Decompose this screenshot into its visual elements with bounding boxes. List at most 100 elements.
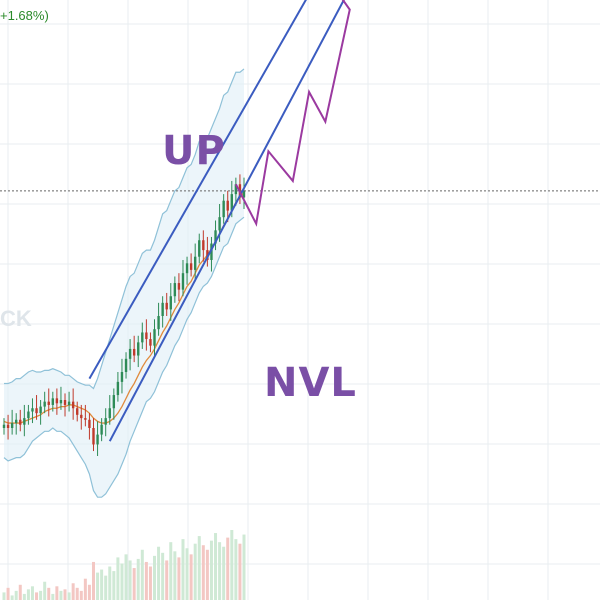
- candle-body: [157, 316, 160, 330]
- volume-bar: [30, 586, 34, 600]
- volume-bar: [2, 592, 6, 600]
- volume-bar: [201, 545, 205, 600]
- volume-bar: [51, 593, 55, 600]
- price-change: +1.68%): [0, 8, 49, 23]
- candle-body: [59, 400, 63, 404]
- candle-body: [132, 348, 136, 356]
- candle-body: [84, 418, 87, 420]
- watermark: CK: [0, 306, 32, 331]
- candle-body: [47, 401, 50, 405]
- candle-body: [35, 408, 38, 414]
- candle-body: [189, 263, 193, 270]
- volume-bar: [242, 534, 246, 600]
- candle-body: [55, 398, 59, 404]
- candle-body: [31, 408, 34, 412]
- volume-bar: [238, 543, 242, 600]
- volume-bar: [222, 546, 226, 600]
- volume-bar: [14, 590, 18, 600]
- candle-body: [80, 414, 83, 419]
- band-lower-line: [3, 216, 245, 498]
- volume-bar: [185, 548, 189, 600]
- volume-bar: [214, 533, 218, 600]
- volume-bar: [22, 593, 26, 600]
- candle-body: [214, 230, 217, 244]
- candle-body: [2, 424, 6, 428]
- candle-body: [10, 423, 14, 428]
- candle-body: [63, 400, 67, 405]
- volume-bars: [2, 530, 246, 600]
- channel-lower-line: [108, 0, 345, 442]
- ma-line: [3, 192, 245, 424]
- candle-body: [193, 256, 197, 270]
- volume-bar: [116, 557, 120, 600]
- candle-body: [218, 217, 221, 231]
- volume-bar: [87, 584, 91, 600]
- candle-body: [202, 240, 205, 251]
- volume-bar: [157, 546, 161, 600]
- volume-bar: [47, 587, 51, 600]
- zigzag-arrow: [234, 0, 351, 227]
- volume-bar: [83, 578, 87, 600]
- candle-body: [71, 401, 75, 409]
- candle-body: [96, 434, 99, 445]
- volume-bar: [75, 587, 79, 600]
- volume-bar: [108, 566, 112, 600]
- volume-bar: [144, 561, 148, 600]
- volume-bar: [100, 569, 104, 600]
- volume-bar: [120, 563, 124, 600]
- candle-body: [137, 342, 140, 356]
- candle-body: [230, 194, 233, 211]
- candle-body: [153, 329, 156, 346]
- candle-body: [108, 408, 111, 419]
- candle-body: [15, 419, 18, 424]
- volume-bar: [148, 566, 152, 600]
- candle-body: [76, 408, 79, 415]
- candle-body: [234, 184, 238, 195]
- candle-body: [198, 240, 201, 257]
- volume-bar: [55, 586, 59, 600]
- volume-bar: [35, 592, 39, 600]
- candle-body: [181, 273, 185, 290]
- volume-bar: [193, 543, 197, 600]
- candle-body: [185, 263, 189, 274]
- candle-body: [88, 419, 91, 428]
- candle-body: [141, 332, 144, 343]
- candle-body: [169, 296, 172, 310]
- candle-body: [177, 283, 181, 290]
- candle-body: [149, 339, 152, 346]
- candle-body: [128, 348, 132, 359]
- volume-bar: [67, 592, 71, 600]
- volume-bar: [189, 554, 193, 600]
- volume-bar: [6, 587, 10, 600]
- candle-body: [19, 419, 22, 425]
- volume-bar: [112, 571, 116, 600]
- candle-body: [27, 411, 30, 419]
- candle-body: [120, 372, 124, 382]
- volume-bar: [177, 557, 181, 600]
- candle-body: [112, 395, 116, 409]
- candle-body: [92, 428, 95, 445]
- candle-body: [145, 332, 148, 340]
- volume-bar: [209, 540, 213, 600]
- volume-bar: [96, 572, 100, 600]
- volume-bar: [59, 590, 63, 600]
- volume-bar: [128, 560, 132, 600]
- candle-body: [67, 401, 71, 405]
- volume-bar: [43, 581, 47, 600]
- nvl-label: NVL: [264, 360, 357, 406]
- candle-body: [226, 200, 229, 211]
- bollinger-band: [3, 68, 245, 498]
- volume-bar: [91, 561, 95, 600]
- volume-bar: [79, 590, 83, 600]
- volume-bar: [26, 589, 30, 600]
- volume-bar: [71, 583, 75, 600]
- volume-bar: [136, 558, 140, 600]
- volume-bar: [165, 560, 169, 600]
- candle-body: [210, 243, 213, 260]
- volume-bar: [234, 539, 238, 600]
- candle-body: [161, 302, 164, 316]
- volume-bar: [205, 549, 209, 600]
- volume-bar: [161, 552, 165, 600]
